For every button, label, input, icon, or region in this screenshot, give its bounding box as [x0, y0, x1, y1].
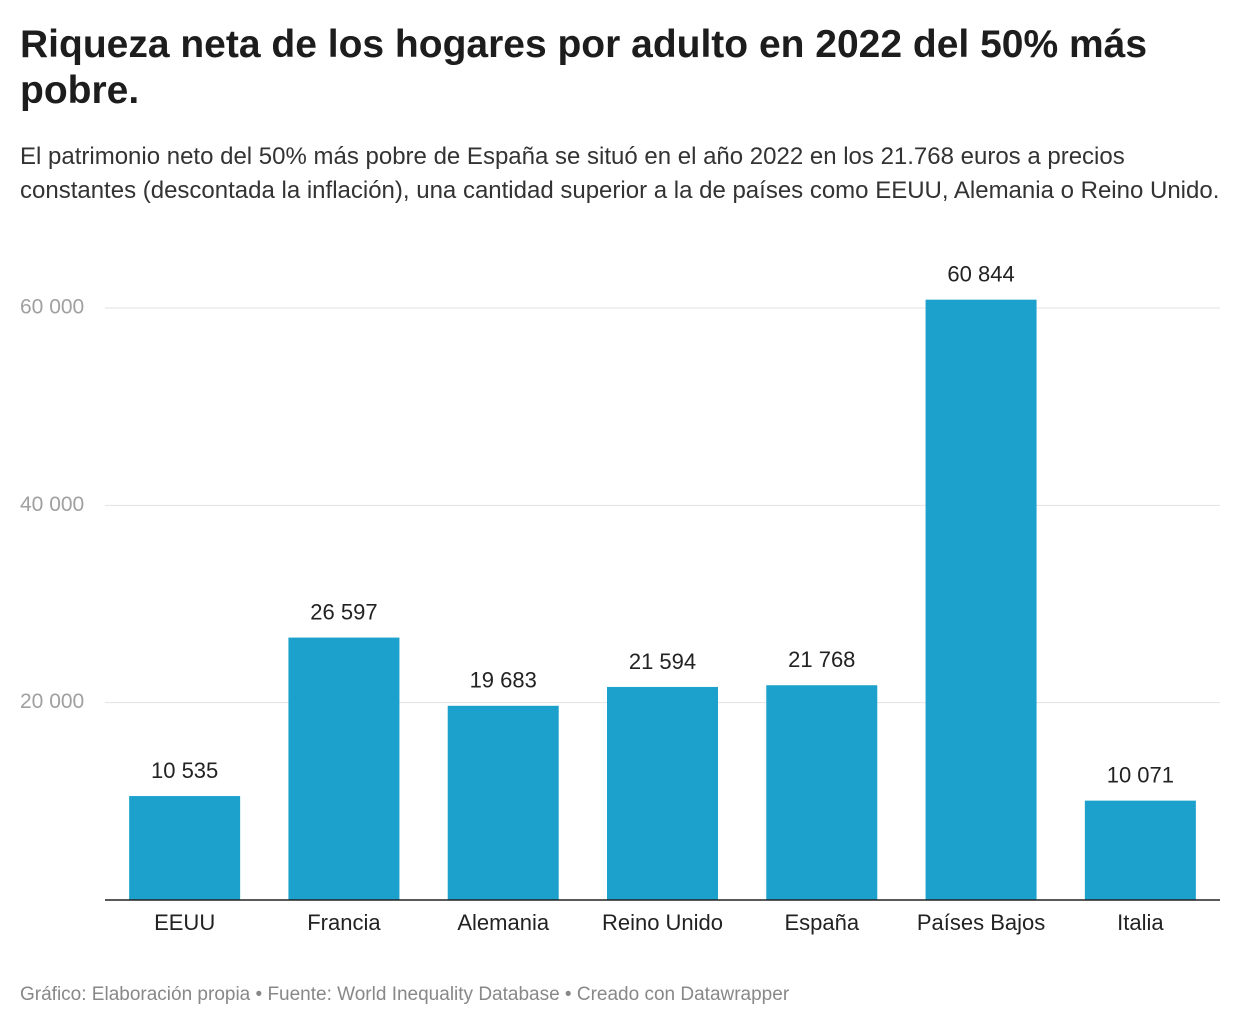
chart: 20 000 40 000 60 000 10 535 EEUU 26 597 Franci… — [20, 261, 1220, 935]
value-label: 21 594 — [629, 649, 696, 674]
bar — [129, 796, 241, 900]
bar — [447, 705, 559, 900]
x-tick-label: EEUU — [154, 910, 215, 935]
x-tick-label: Francia — [307, 910, 381, 935]
value-label: 21 768 — [788, 647, 855, 672]
x-tick-label: Italia — [1117, 910, 1164, 935]
bar — [925, 299, 1037, 900]
value-label: 10 071 — [1107, 762, 1174, 787]
value-label: 10 535 — [151, 758, 218, 783]
x-tick-label: España — [784, 910, 859, 935]
y-tick-label: 60 000 — [20, 296, 84, 319]
bar — [288, 637, 400, 900]
x-tick-label: Países Bajos — [917, 910, 1045, 935]
value-label: 26 597 — [310, 599, 377, 624]
x-tick-label: Alemania — [457, 910, 549, 935]
y-tick-label: 20 000 — [20, 690, 84, 713]
chart-footer: Gráfico: Elaboración propia • Fuente: Wo… — [20, 984, 790, 1005]
bar — [1084, 800, 1196, 900]
value-label: 19 683 — [470, 668, 537, 693]
value-label: 60 844 — [947, 261, 1014, 286]
bar — [766, 685, 878, 900]
y-tick-label: 40 000 — [20, 493, 84, 516]
bar — [607, 686, 718, 900]
chart-subtitle: El patrimonio neto del 50% más pobre de … — [20, 143, 1220, 204]
chart-title: Riqueza neta de los hogares por adulto e… — [20, 23, 1148, 112]
x-tick-label: Reino Unido — [602, 910, 723, 935]
